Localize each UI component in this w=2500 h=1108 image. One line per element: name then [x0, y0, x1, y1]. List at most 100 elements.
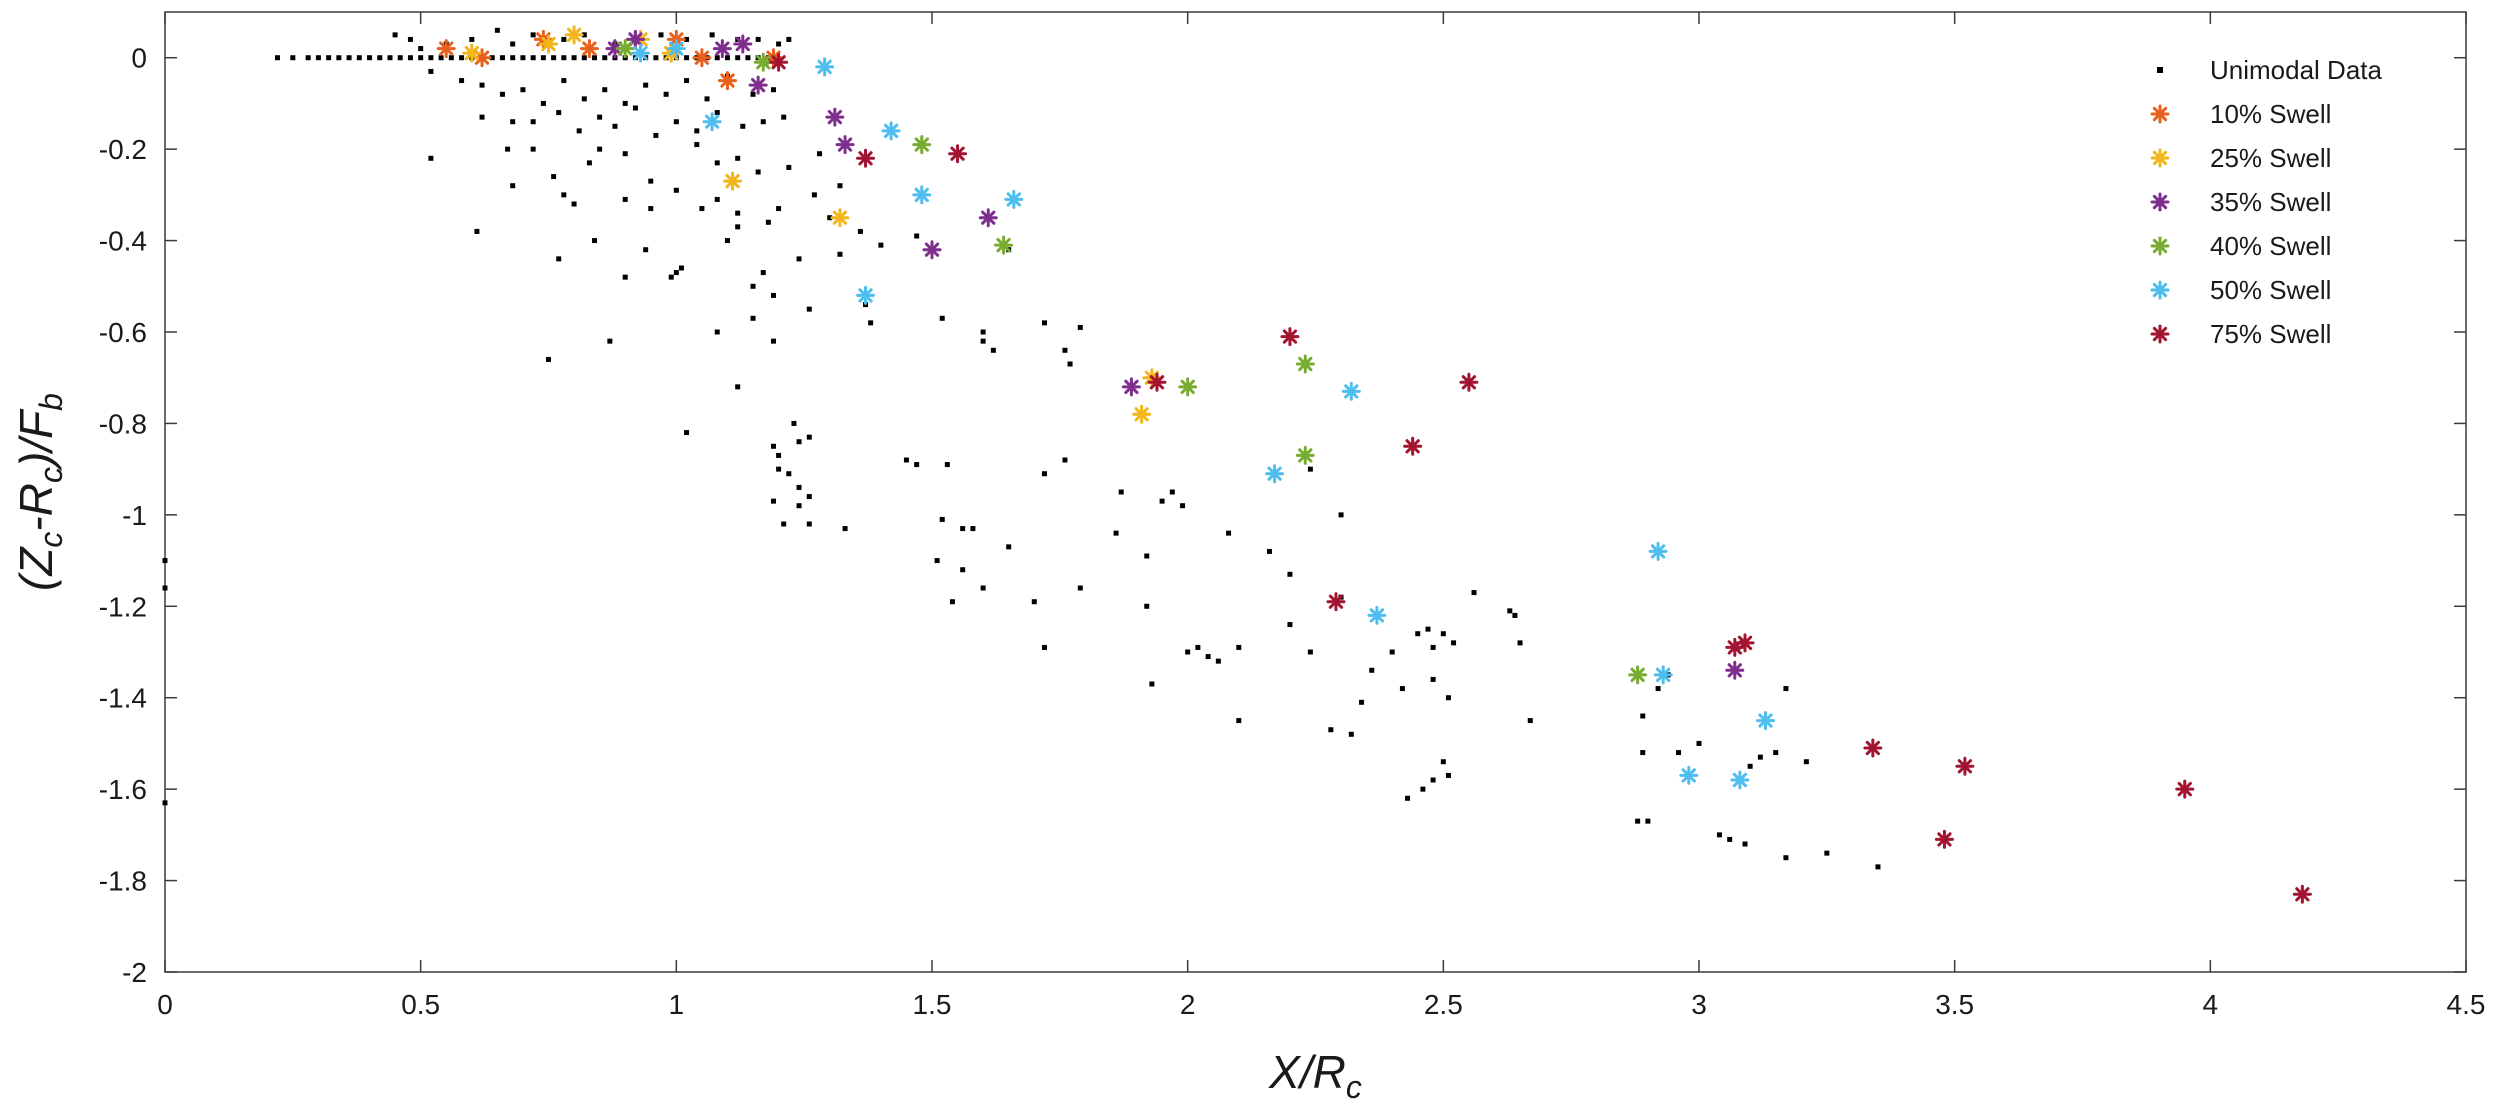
data-point-unimodal-data: [556, 110, 562, 116]
data-point-50-swell: [1755, 711, 1775, 731]
data-point-25-swell: [830, 208, 850, 228]
data-point-50-swell: [631, 43, 651, 63]
data-point-unimodal-data: [1144, 603, 1150, 609]
y-tick-label: -0.4: [99, 226, 147, 257]
data-point-unimodal-data: [581, 96, 587, 102]
asterisk-stroke: [1124, 379, 1139, 395]
data-point-unimodal-data: [1517, 640, 1523, 646]
asterisk-stroke: [756, 55, 771, 70]
y-tick-label: -0.2: [99, 134, 147, 165]
data-point-unimodal-data: [602, 55, 608, 61]
asterisk-stroke: [1681, 768, 1696, 783]
data-point-35-swell: [1121, 377, 1141, 397]
data-point-75-swell: [1863, 738, 1883, 758]
legend-label-unimodal-data: Unimodal Data: [2210, 55, 2383, 85]
data-point-unimodal-data: [1527, 718, 1533, 724]
data-point-unimodal-data: [530, 146, 536, 152]
data-point-unimodal-data: [571, 55, 577, 61]
data-point-unimodal-data: [1236, 644, 1242, 650]
data-point-unimodal-data: [428, 68, 434, 74]
data-point-50-swell: [1730, 770, 1750, 790]
data-point-unimodal-data: [668, 274, 674, 280]
data-point-50-swell: [666, 39, 686, 59]
data-point-unimodal-data: [561, 36, 567, 42]
data-point-unimodal-data: [980, 585, 986, 591]
data-point-unimodal-data: [1783, 686, 1789, 692]
data-point-unimodal-data: [1287, 571, 1293, 577]
asterisk-stroke: [1344, 384, 1359, 399]
data-point-unimodal-data: [1824, 850, 1830, 856]
asterisk-stroke: [996, 237, 1011, 253]
asterisk-stroke: [1267, 466, 1282, 481]
data-point-unimodal-data: [1676, 750, 1682, 756]
legend: Unimodal Data 10% Swell 25% Swell 35% Swell…: [2150, 55, 2383, 349]
asterisk-stroke: [2152, 282, 2168, 298]
data-point-unimodal-data: [597, 146, 603, 152]
y-tick-label: -1.2: [99, 591, 147, 622]
data-point-unimodal-data: [581, 55, 587, 61]
data-point-unimodal-data: [1696, 740, 1702, 746]
data-point-unimodal-data: [1348, 731, 1354, 737]
data-point-unimodal-data: [520, 87, 526, 93]
data-point-unimodal-data: [735, 55, 741, 61]
data-point-25-swell: [539, 34, 558, 54]
y-tick-label: -1.4: [99, 683, 147, 714]
data-point-35-swell: [733, 34, 753, 54]
asterisk-stroke: [1727, 663, 1742, 678]
data-point-unimodal-data: [407, 55, 413, 61]
asterisk-stroke: [858, 151, 873, 166]
data-point-unimodal-data: [827, 215, 833, 221]
data-point-unimodal-data: [724, 55, 730, 61]
data-point-unimodal-data: [694, 128, 700, 134]
data-point-unimodal-data: [781, 114, 787, 120]
data-point-75-swell: [2175, 779, 2195, 799]
asterisk-stroke: [541, 36, 556, 52]
data-point-unimodal-data: [356, 55, 362, 61]
data-point-unimodal-data: [407, 36, 413, 42]
data-point-unimodal-data: [684, 78, 690, 84]
data-point-unimodal-data: [1783, 855, 1789, 861]
data-point-unimodal-data: [837, 251, 843, 257]
data-point-unimodal-data: [510, 183, 516, 189]
asterisk-stroke: [1282, 329, 1298, 344]
data-point-unimodal-data: [592, 55, 598, 61]
data-point-unimodal-data: [868, 320, 874, 326]
asterisk-stroke: [2152, 194, 2168, 210]
asterisk-stroke: [2152, 150, 2168, 166]
data-point-unimodal-data: [770, 443, 776, 449]
asterisk-stroke: [950, 146, 965, 161]
data-point-35-swell: [712, 39, 732, 59]
data-point-50-swell: [912, 185, 932, 205]
asterisk-stroke: [1298, 356, 1313, 372]
data-point-unimodal-data: [857, 228, 863, 234]
data-point-40-swell: [912, 135, 932, 155]
data-point-unimodal-data: [791, 420, 797, 426]
data-point-unimodal-data: [735, 155, 741, 161]
data-point-unimodal-data: [326, 55, 332, 61]
y-axis-label: (Zc-Rc)/Fb: [10, 393, 69, 591]
data-point-unimodal-data: [806, 434, 812, 440]
data-point-unimodal-data: [842, 526, 848, 532]
y-tick-label: 0: [131, 43, 147, 74]
data-point-unimodal-data: [678, 265, 684, 271]
legend-marker-75-swell: [2150, 324, 2170, 344]
data-point-unimodal-data: [980, 338, 986, 344]
data-point-40-swell: [615, 39, 635, 59]
data-point-10-swell: [436, 39, 456, 59]
asterisk-stroke: [715, 41, 730, 56]
data-point-unimodal-data: [806, 521, 812, 527]
data-point-35-swell: [748, 75, 768, 95]
data-point-unimodal-data: [811, 192, 817, 198]
legend-marker-25-swell: [2150, 148, 2170, 168]
asterisk-stroke: [1630, 667, 1645, 683]
data-point-unimodal-data: [162, 585, 168, 591]
data-point-unimodal-data: [438, 55, 444, 61]
data-point-unimodal-data: [510, 41, 516, 47]
legend-label-50-swell: 50% Swell: [2210, 275, 2331, 305]
data-point-unimodal-data: [551, 55, 557, 61]
data-point-unimodal-data: [551, 174, 557, 180]
data-point-unimodal-data: [479, 114, 485, 120]
data-point-unimodal-data: [944, 462, 950, 468]
x-tick-label: 0.5: [401, 989, 440, 1020]
